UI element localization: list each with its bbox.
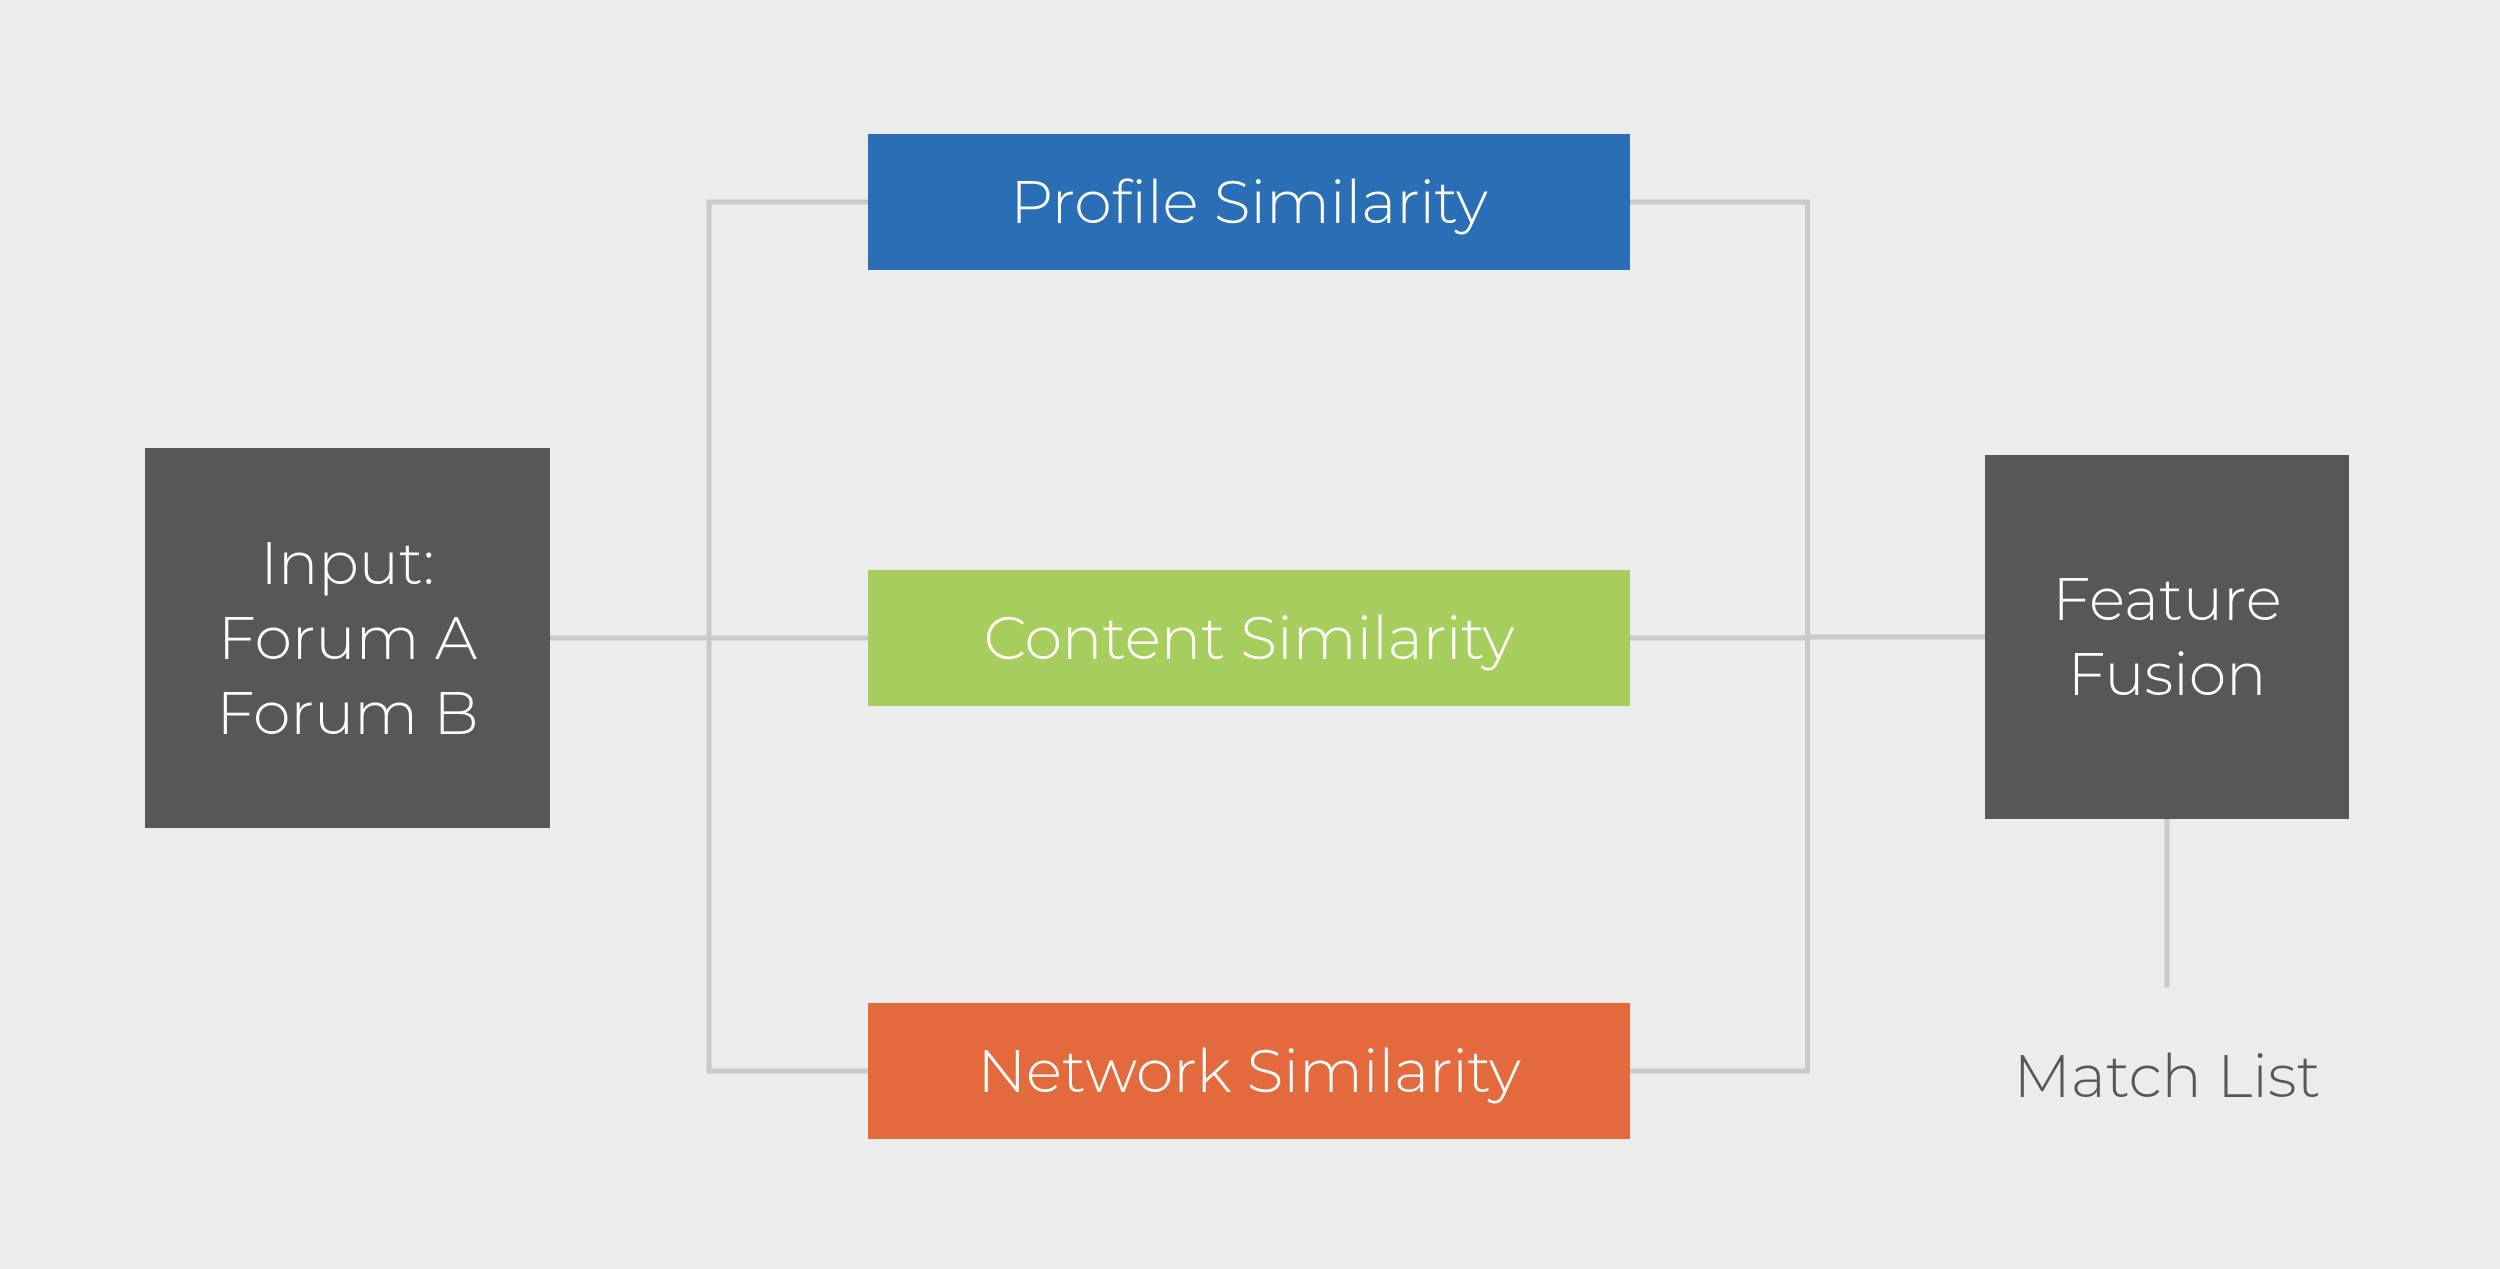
node-input-text: Input:Forum AForum B	[216, 526, 478, 751]
node-fusion: FeatureFusion	[1985, 455, 2349, 819]
node-content: Content Similarity	[868, 570, 1630, 706]
node-profile-text: Profile Similarity	[1010, 165, 1488, 240]
output-label: Match List	[1967, 1040, 2367, 1113]
node-profile: Profile Similarity	[868, 134, 1630, 270]
node-fusion-text: FeatureFusion	[2052, 562, 2281, 712]
node-network: Network Similarity	[868, 1003, 1630, 1139]
node-input: Input:Forum AForum B	[145, 448, 550, 828]
node-network-text: Network Similarity	[977, 1034, 1520, 1109]
node-content-text: Content Similarity	[984, 601, 1515, 676]
diagram-canvas: Input:Forum AForum B Profile Similarity …	[0, 0, 2500, 1269]
